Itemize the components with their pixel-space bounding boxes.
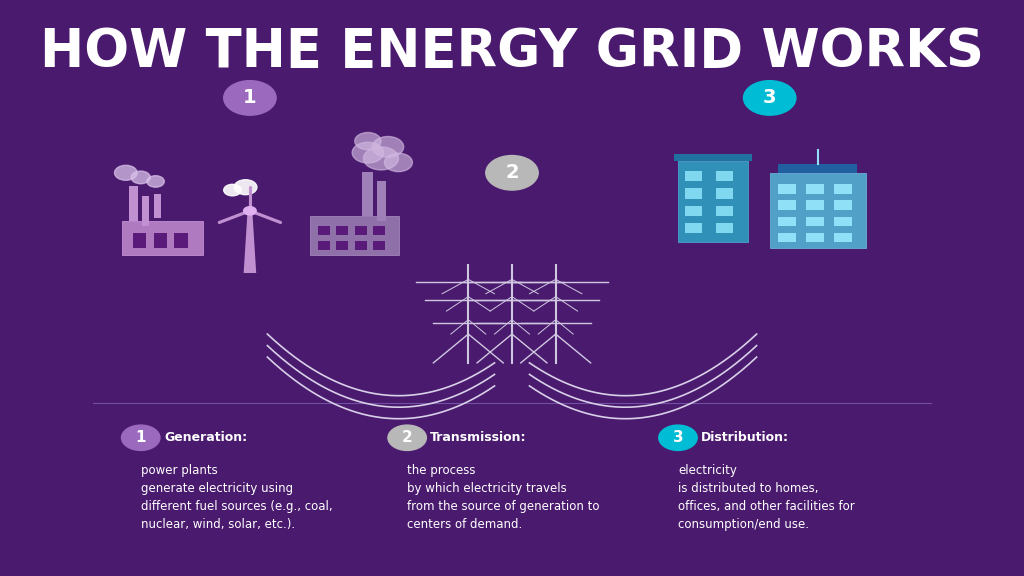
FancyBboxPatch shape <box>317 226 330 236</box>
FancyBboxPatch shape <box>835 217 852 226</box>
FancyBboxPatch shape <box>336 226 348 236</box>
FancyBboxPatch shape <box>778 233 796 242</box>
FancyBboxPatch shape <box>174 233 187 248</box>
Text: Transmission:: Transmission: <box>430 431 526 444</box>
FancyBboxPatch shape <box>374 241 385 250</box>
FancyBboxPatch shape <box>362 172 373 216</box>
FancyBboxPatch shape <box>354 241 367 250</box>
Text: 3: 3 <box>763 89 776 107</box>
FancyBboxPatch shape <box>778 217 796 226</box>
Circle shape <box>388 425 426 450</box>
Text: electricity
is distributed to homes,
offices, and other facilities for
consumpti: electricity is distributed to homes, off… <box>678 464 855 530</box>
Circle shape <box>373 137 403 157</box>
Text: HOW THE ENERGY GRID WORKS: HOW THE ENERGY GRID WORKS <box>40 26 984 78</box>
Circle shape <box>244 207 256 215</box>
FancyBboxPatch shape <box>807 184 824 194</box>
Circle shape <box>658 425 697 450</box>
FancyBboxPatch shape <box>778 164 857 173</box>
Text: 3: 3 <box>673 430 683 445</box>
FancyBboxPatch shape <box>154 233 167 248</box>
Circle shape <box>234 180 257 195</box>
FancyBboxPatch shape <box>807 200 824 210</box>
FancyBboxPatch shape <box>129 187 138 221</box>
Text: power plants
generate electricity using
different fuel sources (e.g., coal,
nucl: power plants generate electricity using … <box>140 464 333 530</box>
FancyBboxPatch shape <box>310 216 399 255</box>
FancyBboxPatch shape <box>678 161 748 242</box>
Circle shape <box>146 176 164 187</box>
Circle shape <box>223 184 242 196</box>
FancyBboxPatch shape <box>685 188 702 199</box>
FancyBboxPatch shape <box>835 184 852 194</box>
Text: Distribution:: Distribution: <box>700 431 788 444</box>
FancyBboxPatch shape <box>716 171 733 181</box>
Text: 1: 1 <box>135 430 146 445</box>
Text: Generation:: Generation: <box>164 431 248 444</box>
Text: 2: 2 <box>505 164 519 182</box>
Circle shape <box>354 132 381 150</box>
FancyBboxPatch shape <box>716 223 733 233</box>
Text: 1: 1 <box>243 89 257 107</box>
Text: 2: 2 <box>401 430 413 445</box>
FancyBboxPatch shape <box>770 173 866 248</box>
FancyBboxPatch shape <box>336 241 348 250</box>
FancyBboxPatch shape <box>674 154 753 161</box>
FancyBboxPatch shape <box>807 233 824 242</box>
FancyBboxPatch shape <box>835 233 852 242</box>
Circle shape <box>364 147 398 170</box>
Circle shape <box>485 156 539 190</box>
Circle shape <box>384 153 413 172</box>
FancyBboxPatch shape <box>778 184 796 194</box>
Circle shape <box>223 81 276 115</box>
FancyBboxPatch shape <box>685 206 702 216</box>
FancyBboxPatch shape <box>835 200 852 210</box>
FancyBboxPatch shape <box>133 233 146 248</box>
FancyBboxPatch shape <box>778 200 796 210</box>
FancyBboxPatch shape <box>685 171 702 181</box>
FancyBboxPatch shape <box>354 226 367 236</box>
FancyBboxPatch shape <box>685 223 702 233</box>
Polygon shape <box>244 211 256 273</box>
Circle shape <box>131 171 151 184</box>
Circle shape <box>352 142 384 163</box>
FancyBboxPatch shape <box>377 181 386 221</box>
Circle shape <box>115 165 137 180</box>
FancyBboxPatch shape <box>374 226 385 236</box>
FancyBboxPatch shape <box>716 206 733 216</box>
FancyBboxPatch shape <box>154 194 161 218</box>
Circle shape <box>743 81 796 115</box>
Circle shape <box>122 425 160 450</box>
FancyBboxPatch shape <box>716 188 733 199</box>
FancyBboxPatch shape <box>317 241 330 250</box>
FancyBboxPatch shape <box>122 221 204 255</box>
FancyBboxPatch shape <box>141 196 150 226</box>
Text: the process
by which electricity travels
from the source of generation to
center: the process by which electricity travels… <box>408 464 600 530</box>
FancyBboxPatch shape <box>807 217 824 226</box>
